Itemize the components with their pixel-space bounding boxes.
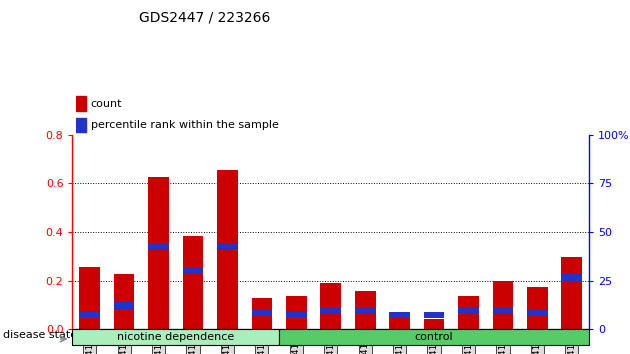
Bar [286,311,307,317]
Bar [183,235,203,329]
Text: GSM144122: GSM144122 [292,331,301,354]
Text: GSM144127: GSM144127 [464,331,473,354]
Text: GSM144123: GSM144123 [326,331,335,354]
Bar [183,267,203,273]
Text: GDS2447 / 223266: GDS2447 / 223266 [139,11,270,25]
Bar [114,302,134,309]
Text: GSM144134: GSM144134 [188,331,197,354]
Text: GSM144130: GSM144130 [568,331,576,354]
Bar [148,243,169,249]
Bar [251,298,272,329]
Text: percentile rank within the sample: percentile rank within the sample [91,120,278,130]
Text: GSM144133: GSM144133 [154,331,163,354]
Bar [251,309,272,315]
Bar [493,280,513,329]
Bar [561,257,582,329]
Text: GSM144135: GSM144135 [223,331,232,354]
Text: nicotine dependence: nicotine dependence [117,332,234,342]
Bar [79,267,100,329]
Bar [389,316,410,329]
Text: GSM144124: GSM144124 [361,331,370,354]
Bar [424,319,444,329]
Bar [148,177,169,329]
Text: GSM144136: GSM144136 [258,331,266,354]
Bar [424,312,444,318]
Text: control: control [415,332,454,342]
Bar [527,287,547,329]
Text: GSM144131: GSM144131 [85,331,94,354]
Bar [114,274,134,329]
Text: GSM144125: GSM144125 [395,331,404,354]
Bar [321,283,341,329]
Bar [76,118,86,132]
Bar [286,296,307,329]
Bar [561,274,582,280]
Bar [217,243,238,249]
Text: disease state: disease state [3,330,77,340]
Bar [493,307,513,313]
Bar [458,296,479,329]
Text: GSM144126: GSM144126 [430,331,438,354]
Text: count: count [91,99,122,109]
Bar [321,307,341,313]
Bar [355,291,375,329]
Bar [527,309,547,315]
Bar [79,311,100,317]
Bar [76,96,86,111]
Bar [389,312,410,318]
Bar [355,307,375,313]
Bar [458,307,479,313]
Bar [217,170,238,329]
Text: GSM144128: GSM144128 [498,331,507,354]
Text: GSM144129: GSM144129 [533,331,542,354]
Text: GSM144132: GSM144132 [120,331,129,354]
